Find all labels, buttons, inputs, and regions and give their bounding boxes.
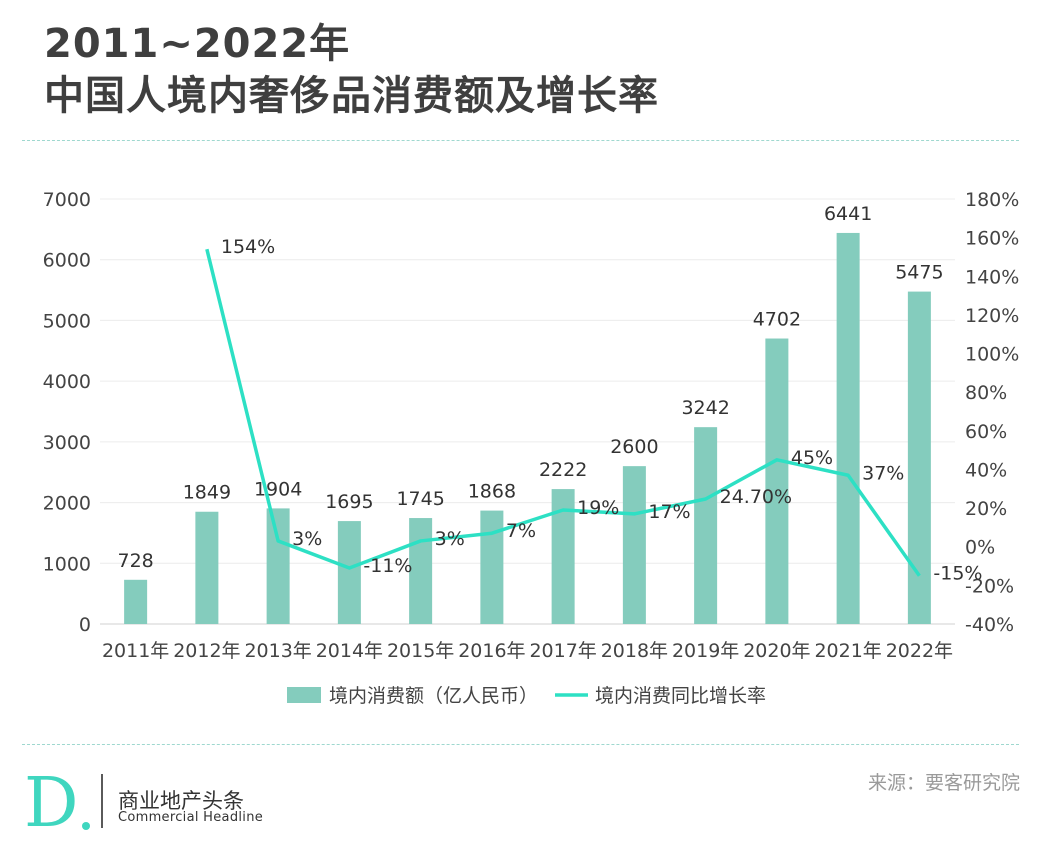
y-left-tick-label: 7000 — [43, 189, 91, 211]
bar — [337, 521, 361, 624]
x-tick-label: 2011年 — [102, 640, 169, 662]
y-right-tick-label: 120% — [965, 305, 1019, 327]
y-left-tick-label: 5000 — [43, 310, 91, 332]
title-line-1: 2011~2022年 — [44, 21, 351, 67]
x-tick-label: 2020年 — [743, 640, 810, 662]
brand-separator — [101, 774, 103, 828]
line-value-label: 3% — [435, 528, 465, 550]
y-right-tick-label: 160% — [965, 228, 1019, 250]
x-tick-label: 2013年 — [244, 640, 311, 662]
x-tick-label: 2017年 — [529, 640, 596, 662]
growth-rate-line — [205, 248, 921, 577]
y-left-tick-label: 0 — [79, 614, 91, 636]
y-right-tick-label: 20% — [965, 498, 1007, 520]
bar-value-label: 4702 — [753, 309, 801, 331]
bar-value-label: 1868 — [468, 481, 516, 503]
bar-value-label: 5475 — [895, 262, 943, 284]
logo-dot — [82, 822, 90, 830]
bar-value-label: 2222 — [539, 459, 587, 481]
y-right-tick-label: 140% — [965, 266, 1019, 288]
line-value-label: -11% — [363, 555, 412, 577]
bar — [622, 466, 646, 624]
y-left-tick-label: 3000 — [43, 432, 91, 454]
bar — [551, 489, 575, 624]
top-divider — [22, 140, 1019, 141]
legend-bar-swatch — [287, 687, 321, 703]
bar — [765, 338, 789, 624]
source-note: 来源：要客研究院 — [867, 772, 1020, 794]
logo-letter: D — [24, 764, 79, 834]
x-tick-label: 2018年 — [601, 640, 668, 662]
brand-name-en: Commercial Headline — [118, 810, 264, 825]
x-tick-label: 2015年 — [387, 640, 454, 662]
x-tick-label: 2012年 — [173, 640, 240, 662]
line-value-label: 7% — [506, 520, 536, 542]
x-tick-label: 2021年 — [814, 640, 881, 662]
bar-value-label: 3242 — [681, 397, 729, 419]
chart-title: 2011~2022年 中国人境内奢侈品消费额及增长率 — [44, 18, 659, 122]
title-line-2: 中国人境内奢侈品消费额及增长率 — [44, 73, 659, 119]
legend-line-label: 境内消费同比增长率 — [595, 685, 766, 707]
bar-value-label: 1695 — [325, 491, 373, 513]
bar-value-label: 6441 — [824, 203, 872, 225]
x-tick-label: 2014年 — [316, 640, 383, 662]
bottom-divider — [22, 744, 1019, 745]
bar — [907, 291, 931, 624]
y-left-tick-label: 4000 — [43, 371, 91, 393]
line-value-label: 154% — [221, 236, 275, 258]
y-right-tick-label: 80% — [965, 382, 1007, 404]
brand-name-cn: 商业地产头条 — [118, 789, 244, 813]
bar-value-label: 1904 — [254, 478, 302, 500]
legend-bar-label: 境内消费额（亿人民币） — [329, 685, 538, 707]
y-right-tick-label: 40% — [965, 459, 1007, 481]
line-value-label: 3% — [292, 528, 322, 550]
line-value-label: 24.70% — [720, 486, 792, 508]
y-left-tick-label: 6000 — [43, 250, 91, 272]
bar-value-label: 728 — [117, 550, 153, 572]
bar — [124, 579, 148, 624]
chart-area: 0 1000 2000 3000 4000 5000 6000 7000 -40% -20% 0% 2… — [43, 189, 1020, 707]
line-value-label: 19% — [577, 497, 619, 519]
bar-value-label: 1849 — [183, 482, 231, 504]
x-tick-label: 2022年 — [886, 640, 953, 662]
bar — [266, 508, 290, 624]
line-value-label: -15% — [933, 563, 982, 585]
bar-value-label: 2600 — [610, 436, 658, 458]
y-left-tick-label: 1000 — [43, 553, 91, 575]
bar-value-label: 1745 — [396, 488, 444, 510]
y-left-tick-label: 2000 — [43, 493, 91, 515]
bar — [409, 518, 433, 624]
bar — [694, 427, 718, 624]
y-right-tick-label: 60% — [965, 421, 1007, 443]
x-tick-label: 2016年 — [458, 640, 525, 662]
y-right-tick-label: 180% — [965, 189, 1019, 211]
line-value-label: 45% — [791, 447, 833, 469]
y-right-tick-label: 100% — [965, 344, 1019, 366]
bar — [195, 511, 219, 624]
line-value-label: 17% — [648, 501, 690, 523]
y-right-tick-label: -20% — [965, 575, 1014, 597]
brand-logo-icon: D — [24, 764, 90, 834]
line-value-label: 37% — [862, 462, 904, 484]
bar — [480, 510, 504, 624]
bar — [836, 232, 860, 625]
x-tick-label: 2019年 — [672, 640, 739, 662]
y-right-tick-label: -40% — [965, 614, 1014, 636]
y-right-tick-label: 0% — [965, 537, 995, 559]
